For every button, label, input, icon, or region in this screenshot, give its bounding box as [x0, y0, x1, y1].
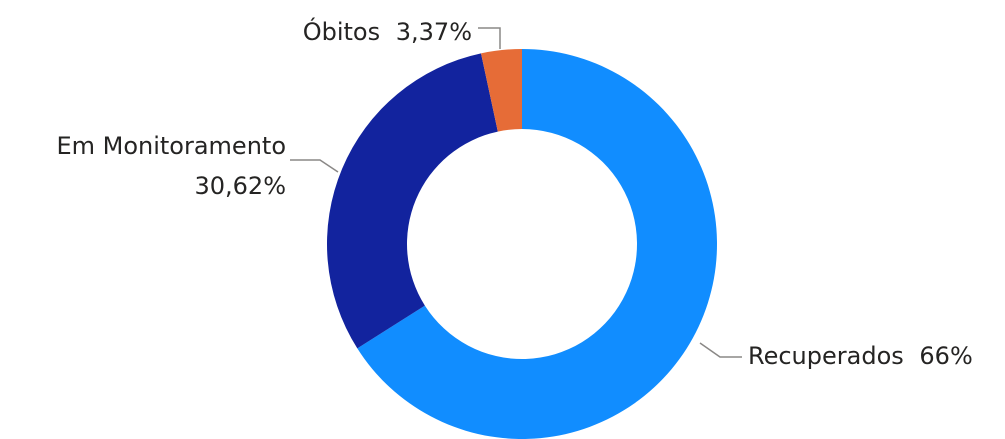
data-label: Recuperados 66% — [748, 342, 973, 370]
value-label: 3,37% — [396, 18, 472, 46]
slice — [357, 49, 717, 439]
donut — [327, 49, 717, 439]
leader-line — [699, 342, 742, 358]
slice — [481, 49, 522, 132]
value-label: 66% — [919, 342, 972, 370]
leader-line — [290, 159, 339, 173]
category-label: Recuperados — [748, 342, 904, 370]
category-label: Óbitos — [303, 16, 380, 46]
data-label: Óbitos 3,37% — [303, 16, 472, 46]
value-label: 30,62% — [194, 172, 286, 200]
leader-line — [478, 27, 501, 49]
slice — [327, 53, 498, 349]
category-label: Em Monitoramento — [56, 132, 286, 160]
